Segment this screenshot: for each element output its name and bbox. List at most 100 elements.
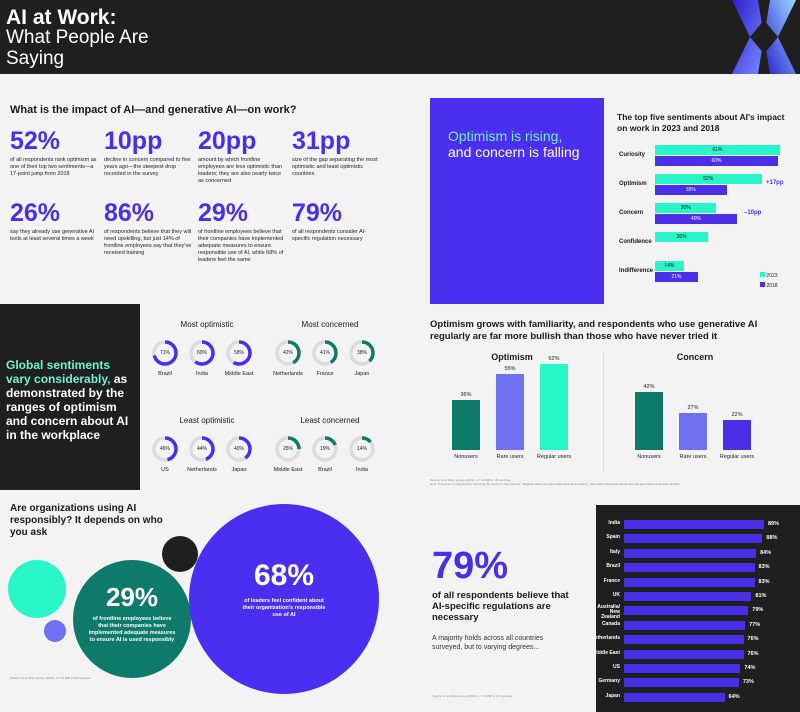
optimism-card-text: Optimism is rising, and concern is falli…	[448, 128, 588, 160]
country-label: India	[608, 520, 620, 526]
sentiment-label: Concern	[619, 210, 644, 216]
stat-item: 79% of all respondents consider AI-specif…	[292, 200, 380, 243]
donut-label: US	[161, 467, 169, 473]
donut-arc	[349, 436, 375, 462]
country-label: France	[603, 577, 620, 584]
optimism-delta-annotation: +17pp	[766, 180, 784, 186]
donut-arc	[275, 436, 301, 462]
country-bar	[624, 520, 764, 529]
donut-label: Middle East	[273, 467, 303, 473]
familiarity-chart-title: Concern	[676, 352, 714, 362]
leaders-value: 68%	[253, 559, 315, 592]
donut-value: 40%	[233, 446, 244, 452]
country-bar	[624, 678, 739, 688]
country-value: 84%	[760, 549, 772, 556]
stat-desc: size of the gap separating the most opti…	[292, 157, 378, 177]
donut-label: Middle East	[224, 371, 254, 377]
country-value: 77%	[749, 621, 761, 628]
familiarity-bar-value: 42%	[643, 383, 655, 390]
donut-value: 58%	[233, 350, 244, 356]
familiarity-bar-label: Regular users	[536, 454, 572, 460]
ring-group-title: Most concerned	[301, 320, 359, 329]
donut-value: 60%	[196, 350, 207, 356]
familiarity-bar	[635, 391, 663, 450]
responsibly-title: Are organizations using AI responsibly? …	[10, 503, 163, 538]
stat-desc: of frontline employees believe that thei…	[198, 229, 284, 263]
sentiment-bar-2023: 52%	[655, 174, 762, 184]
country-bar	[624, 649, 744, 659]
familiarity-source: Source: AI at Work survey (2023), n = 12…	[430, 478, 512, 482]
country-label: Canada	[601, 620, 620, 627]
country-bar	[624, 606, 749, 616]
leaders-circle: 68% of leaders feel confident about thei…	[189, 504, 379, 694]
mint-circle	[8, 560, 66, 618]
donut-value: 25%	[282, 446, 293, 452]
sentiment-bar-2023: 61%	[655, 145, 780, 155]
country-value: 83%	[758, 564, 770, 571]
familiarity-title: Optimism grows with familiarity, and res…	[430, 319, 758, 342]
global-sentiments-text: Global sentiments vary considerably, as …	[6, 358, 129, 442]
familiarity-bar	[496, 373, 524, 450]
sentiment-bar-2023: 30%	[655, 203, 717, 213]
stat-desc: of respondents believe that they will ne…	[104, 229, 192, 256]
country-chart-panel: India 89% Spain 88% Italy 84% Brazil 83% France 8…	[591, 505, 800, 712]
donut-label: Japan	[231, 467, 247, 473]
familiarity-bar-value: 27%	[687, 404, 699, 411]
donut-arc	[312, 436, 338, 462]
country-label: Italy	[609, 548, 620, 555]
donut-value: 38%	[356, 350, 367, 356]
donut-arc	[312, 340, 338, 366]
donut-arc	[226, 340, 252, 366]
country-bar	[624, 534, 763, 544]
donut-label: Brazil	[318, 467, 332, 473]
country-value: 81%	[755, 593, 767, 599]
donut-value: 44%	[196, 446, 207, 452]
lavender-circle	[44, 620, 66, 642]
familiarity-note: Note: Proportion of respondents selectin…	[430, 482, 681, 486]
country-label: Australia/ New Zealand	[597, 604, 620, 621]
donut-ring	[189, 340, 215, 366]
dark-circle	[162, 536, 198, 572]
header-banner: AI at Work: What People Are Saying	[0, 0, 800, 74]
donut-ring	[312, 340, 338, 366]
country-value: 64%	[728, 693, 740, 700]
sentiment-label: Confidence	[619, 239, 652, 245]
stat-value: 10pp	[104, 127, 163, 155]
country-value: 74%	[744, 665, 756, 671]
sentiment-label: Optimism	[619, 181, 647, 187]
donut-value: 41%	[319, 350, 330, 356]
sentiment-label: Curiosity	[619, 152, 646, 158]
donut-label: France	[316, 371, 334, 377]
donut-arc	[275, 340, 301, 366]
country-label: US	[613, 664, 620, 670]
country-label: Germany	[598, 678, 620, 685]
country-bar	[624, 592, 752, 601]
country-label: UK	[612, 592, 620, 598]
familiarity-bar-label: Regular users	[719, 454, 755, 460]
country-bar	[624, 563, 755, 573]
familiarity-bar-label: Rare users	[679, 454, 707, 460]
ring-group-title: Least optimistic	[179, 416, 235, 425]
country-value: 76%	[747, 650, 759, 657]
country-label: Spain	[606, 534, 620, 541]
country-label: Middle East	[592, 649, 620, 656]
regulation-desc: of all respondents believe that AI-speci…	[432, 590, 569, 623]
country-bar	[624, 548, 757, 558]
donut-label: Netherlands	[187, 467, 217, 473]
familiarity-bar-label: Nonusers	[454, 454, 478, 460]
x-logo-graphic	[732, 0, 796, 74]
donut-value: 42%	[282, 350, 293, 356]
familiarity-chart-title: Optimism	[491, 352, 533, 362]
donut-ring	[189, 436, 215, 462]
country-value: 83%	[758, 578, 770, 585]
stat-item: 26% say they already use generative AI to…	[10, 200, 98, 243]
sentiment-bar-2023: 14%	[655, 261, 684, 271]
donut-value: 19%	[319, 446, 330, 452]
legend-2018: 2018	[760, 282, 778, 289]
donut-ring	[152, 340, 178, 366]
sentiment-bar-2018: 35%	[655, 185, 727, 195]
optimism-card-line2: and concern is falling	[448, 144, 580, 160]
sentiment-label: Indifference	[619, 268, 654, 274]
donut-arc	[189, 436, 215, 462]
regulation-sub: A majority holds across all countries su…	[432, 635, 544, 651]
